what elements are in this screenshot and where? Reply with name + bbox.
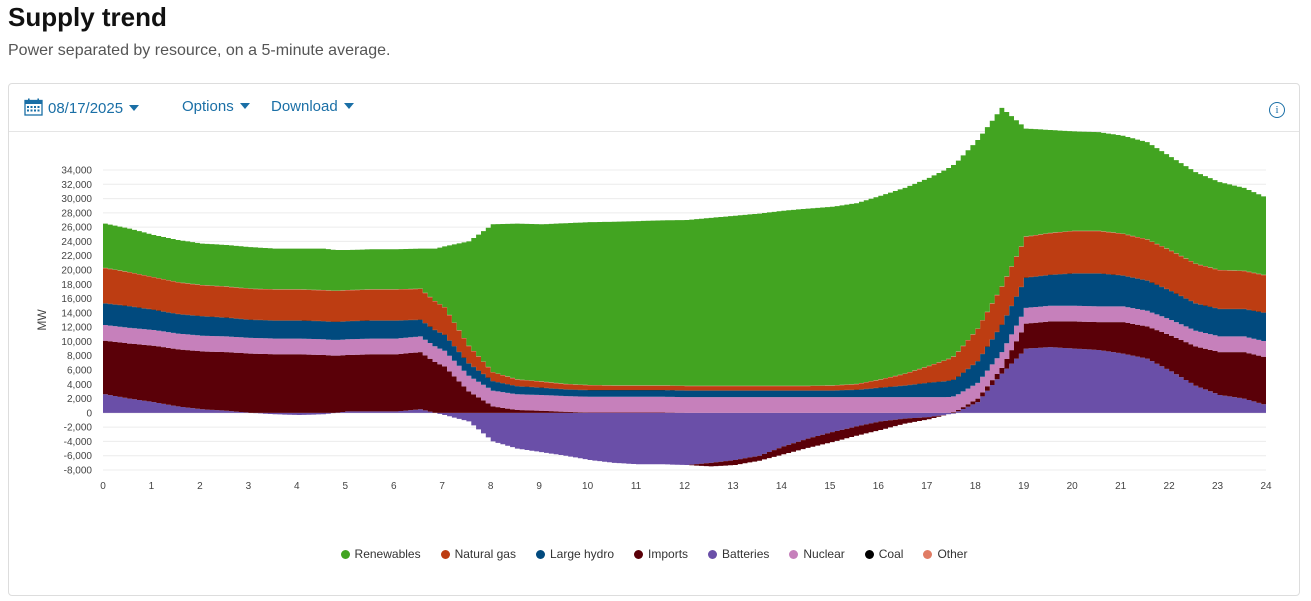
x-tick-label: 5 [343,481,349,492]
y-tick-label: -6,000 [64,451,93,462]
y-tick-label: 10,000 [61,337,92,348]
x-tick-label: 15 [824,481,836,492]
y-tick-label: 16,000 [61,294,92,305]
y-tick-label: 6,000 [67,366,92,377]
x-tick-label: 21 [1115,481,1127,492]
date-picker[interactable]: 08/17/2025 [24,98,140,117]
info-icon[interactable]: i [1269,102,1285,118]
y-tick-label: 34,000 [61,166,92,177]
y-tick-label: 22,000 [61,251,92,262]
legend-swatch [340,550,350,559]
page-title: Supply trend [8,2,167,32]
chevron-down-icon [129,105,140,111]
x-tick-label: 3 [246,481,252,492]
y-tick-label: 32,000 [61,180,92,191]
x-tick-label: 13 [727,481,739,492]
download-label: Download [271,98,338,115]
y-tick-label: -8,000 [64,466,93,477]
area-large-hydro [103,273,1266,398]
legend-label: Imports [648,547,689,561]
legend-item-imports[interactable]: Imports [634,547,688,561]
supply-chart: 34,00032,00030,00028,00026,00024,00022,0… [35,107,1272,492]
y-tick-label: 26,000 [61,223,92,234]
options-label: Options [182,98,234,115]
x-tick-label: 6 [391,481,397,492]
legend-swatch [634,550,644,559]
y-tick-label: 18,000 [61,280,92,291]
y-tick-label: -2,000 [64,423,93,434]
legend-swatch [708,550,718,559]
legend-item-batteries[interactable]: Batteries [708,547,769,561]
x-tick-label: 14 [776,481,788,492]
area-nuclear [103,305,1266,413]
legend-label: Other [937,547,968,561]
x-tick-label: 23 [1212,481,1224,492]
area-renewables [103,107,1266,386]
y-tick-label: 20,000 [61,266,92,277]
x-tick-label: 10 [582,481,594,492]
legend-item-renewables[interactable]: Renewables [340,547,421,561]
chevron-down-icon [239,103,250,109]
y-tick-label: 8,000 [67,351,92,362]
options-dropdown[interactable]: Options [182,98,250,115]
x-tick-label: 18 [970,481,982,492]
legend-swatch [535,550,545,559]
x-tick-label: 17 [921,481,933,492]
legend-item-other[interactable]: Other [923,547,967,561]
chevron-down-icon [343,103,354,109]
legend-label: Large hydro [549,547,615,561]
calendar-icon [24,98,43,116]
x-tick-label: 8 [488,481,494,492]
legend-swatch [923,550,933,559]
legend-item-coal[interactable]: Coal [864,547,904,561]
x-tick-label: 11 [631,481,642,492]
date-label: 08/17/2025 [48,100,124,117]
area-imports [103,321,1266,467]
x-tick-label: 4 [294,481,300,492]
legend-item-nuclear[interactable]: Nuclear [789,547,845,561]
legend-label: Batteries [722,547,770,561]
y-tick-label: 4,000 [67,380,92,391]
legend-item-large-hydro[interactable]: Large hydro [535,547,615,561]
legend-item-natural-gas[interactable]: Natural gas [440,547,516,561]
x-tick-label: 12 [679,481,691,492]
y-tick-label: 2,000 [67,394,92,405]
legend-label: Coal [878,547,904,561]
y-axis-label: MW [35,309,49,331]
page-subtitle: Power separated by resource, on a 5-minu… [8,42,391,59]
x-tick-label: 7 [439,481,445,492]
legend-label: Natural gas [454,547,516,561]
y-tick-label: 12,000 [61,323,92,334]
x-tick-label: 0 [100,481,106,492]
y-tick-label: 30,000 [61,194,92,205]
y-tick-label: 28,000 [61,208,92,219]
legend-swatch [440,550,450,559]
x-tick-label: 1 [149,481,155,492]
legend-swatch [789,550,799,559]
x-tick-label: 16 [873,481,885,492]
legend-swatch [864,550,874,559]
chart-toolbar: 08/17/2025 Options Download i [9,84,1299,132]
x-tick-label: 24 [1260,481,1272,492]
y-tick-label: 0 [86,408,92,419]
y-tick-label: 14,000 [61,308,92,319]
x-tick-label: 19 [1018,481,1030,492]
x-tick-label: 2 [197,481,203,492]
legend-label: Renewables [354,547,421,561]
chart-card: 08/17/2025 Options Download i 34,000 32,0… [8,83,1300,596]
area-natural-gas [103,231,1266,391]
legend-label: Nuclear [803,547,845,561]
download-dropdown[interactable]: Download [271,98,354,115]
x-tick-label: 22 [1164,481,1176,492]
y-tick-label: -4,000 [64,437,93,448]
y-tick-label: 24,000 [61,237,92,248]
x-tick-label: 20 [1067,481,1079,492]
chart-legend: Renewables Natural gas Large hydro Imports B… [9,547,1299,561]
x-tick-label: 9 [536,481,542,492]
